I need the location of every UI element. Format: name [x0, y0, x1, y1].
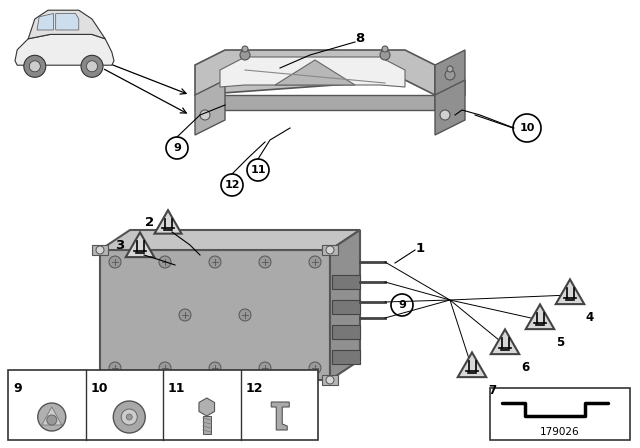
Text: 12: 12: [224, 180, 240, 190]
Text: 179026: 179026: [540, 427, 580, 437]
Bar: [92, 245, 108, 255]
Circle shape: [326, 246, 334, 254]
Bar: [332, 275, 360, 289]
Polygon shape: [525, 305, 554, 329]
Circle shape: [242, 46, 248, 52]
Polygon shape: [56, 13, 79, 30]
Text: 11: 11: [250, 165, 266, 175]
Polygon shape: [330, 230, 360, 380]
Circle shape: [259, 362, 271, 374]
Circle shape: [126, 414, 132, 420]
Text: 5: 5: [556, 336, 564, 349]
Text: 9: 9: [398, 300, 406, 310]
Circle shape: [309, 362, 321, 374]
Polygon shape: [37, 13, 54, 30]
Circle shape: [159, 362, 171, 374]
Polygon shape: [491, 329, 519, 354]
Bar: [92, 375, 108, 385]
Circle shape: [47, 415, 57, 425]
Text: 7: 7: [488, 383, 496, 396]
Text: 4: 4: [586, 310, 594, 323]
Bar: [332, 350, 360, 364]
Polygon shape: [195, 50, 435, 95]
Circle shape: [159, 256, 171, 268]
Circle shape: [209, 362, 221, 374]
Circle shape: [240, 50, 250, 60]
Circle shape: [121, 409, 137, 425]
Bar: [8, 370, 318, 440]
Bar: [490, 388, 630, 440]
Circle shape: [447, 66, 453, 72]
Polygon shape: [275, 60, 355, 85]
Text: 3: 3: [115, 238, 125, 251]
Polygon shape: [125, 233, 154, 257]
Text: 6: 6: [521, 361, 529, 374]
Circle shape: [380, 50, 390, 60]
Circle shape: [445, 70, 455, 80]
Polygon shape: [195, 95, 435, 110]
Circle shape: [440, 110, 450, 120]
Circle shape: [209, 256, 221, 268]
Bar: [322, 245, 338, 255]
Text: 12: 12: [246, 382, 263, 395]
Circle shape: [109, 362, 121, 374]
Polygon shape: [435, 80, 465, 135]
Text: 9: 9: [173, 143, 181, 153]
Polygon shape: [458, 353, 486, 377]
Polygon shape: [271, 402, 289, 430]
Circle shape: [86, 61, 97, 72]
Text: 11: 11: [168, 382, 186, 395]
Circle shape: [113, 401, 145, 433]
Polygon shape: [435, 50, 465, 110]
Text: 1: 1: [415, 241, 424, 254]
Polygon shape: [556, 280, 584, 304]
Circle shape: [309, 256, 321, 268]
Circle shape: [200, 110, 210, 120]
Circle shape: [81, 55, 103, 78]
Circle shape: [326, 376, 334, 384]
Bar: [332, 300, 360, 314]
Circle shape: [109, 256, 121, 268]
Polygon shape: [195, 80, 225, 135]
Circle shape: [38, 403, 66, 431]
Bar: [322, 375, 338, 385]
Polygon shape: [100, 250, 330, 380]
Text: 10: 10: [519, 123, 534, 133]
Polygon shape: [42, 407, 61, 425]
Polygon shape: [28, 10, 105, 39]
Bar: [332, 325, 360, 339]
Text: 9: 9: [13, 382, 22, 395]
Circle shape: [179, 309, 191, 321]
Circle shape: [96, 376, 104, 384]
Polygon shape: [154, 210, 182, 234]
Circle shape: [239, 309, 251, 321]
Circle shape: [96, 246, 104, 254]
Polygon shape: [15, 34, 114, 65]
Circle shape: [24, 55, 46, 78]
Circle shape: [29, 61, 40, 72]
Circle shape: [259, 256, 271, 268]
Text: 8: 8: [355, 31, 365, 44]
Text: 2: 2: [145, 215, 155, 228]
Polygon shape: [220, 57, 405, 87]
Circle shape: [382, 46, 388, 52]
Text: 10: 10: [90, 382, 108, 395]
Bar: [203, 416, 211, 434]
Polygon shape: [100, 230, 360, 250]
